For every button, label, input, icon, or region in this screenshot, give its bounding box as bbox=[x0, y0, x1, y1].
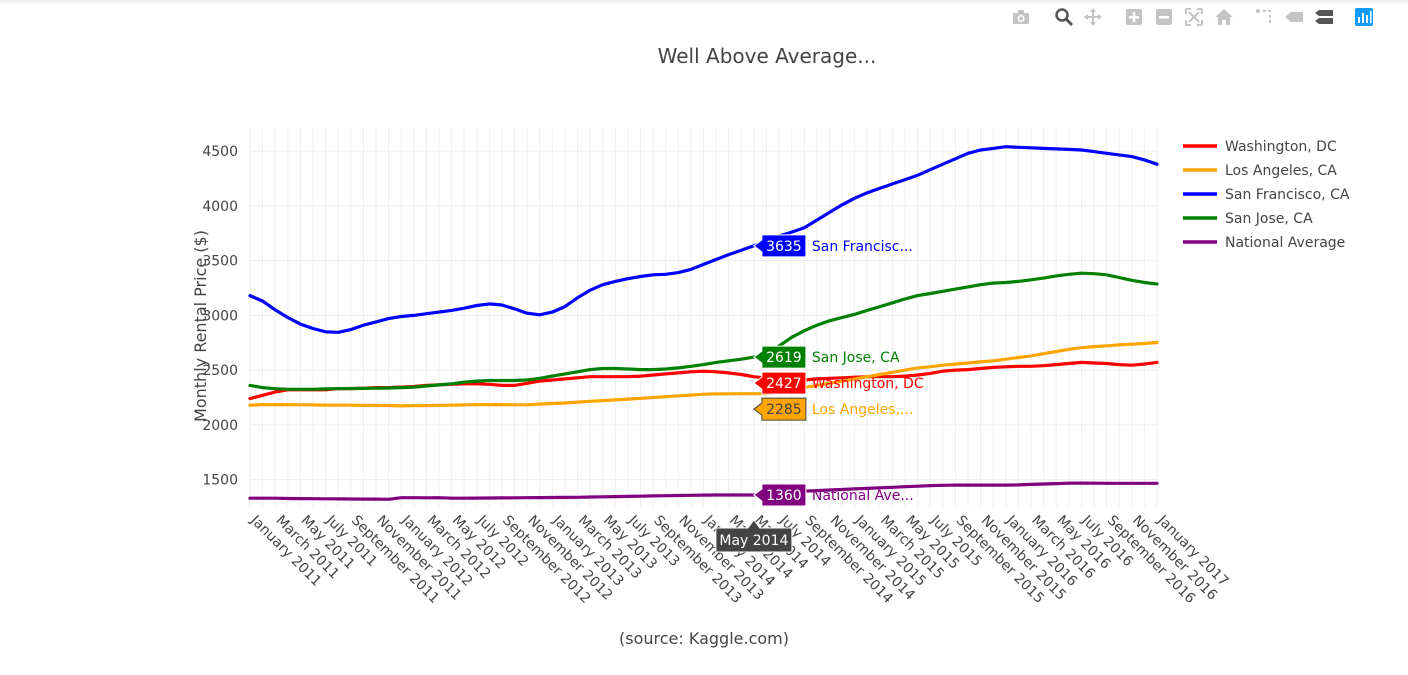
hover-closest-icon[interactable] bbox=[1283, 6, 1305, 28]
series-line[interactable] bbox=[248, 145, 1159, 334]
y-tick-label: 4500 bbox=[202, 144, 238, 160]
hover-label: 3635 San Francisc... bbox=[753, 234, 913, 258]
legend-label: Washington, DC bbox=[1225, 139, 1337, 155]
camera-icon[interactable] bbox=[1010, 6, 1032, 28]
hover-label: 1360 National Ave... bbox=[753, 483, 914, 507]
y-tick-label: 3500 bbox=[202, 254, 238, 270]
legend-label: Los Angeles, CA bbox=[1225, 163, 1337, 179]
chart-grid bbox=[249, 127, 1158, 507]
hover-label: 2619 San Jose, CA bbox=[753, 345, 900, 369]
legend-label: National Average bbox=[1225, 235, 1345, 251]
hover-x-value: May 2014 bbox=[719, 533, 788, 549]
top-shade bbox=[0, 0, 1408, 6]
hover-box bbox=[753, 345, 807, 369]
y-axis-title: Monthly Rental Price ($) bbox=[191, 230, 210, 422]
y-tick-label: 4000 bbox=[202, 199, 238, 215]
zoom-icon[interactable] bbox=[1053, 6, 1075, 28]
hover-series-name: San Jose, CA bbox=[812, 350, 900, 366]
y-tick-label: 2000 bbox=[202, 418, 238, 434]
y-tick-label: 1500 bbox=[202, 473, 238, 489]
hover-value: 1360 bbox=[766, 488, 802, 504]
reset-axes-icon[interactable] bbox=[1213, 6, 1235, 28]
legend-item[interactable]: San Francisco, CA bbox=[1183, 187, 1350, 203]
x-axis-title: (source: Kaggle.com) bbox=[619, 629, 789, 648]
hover-value: 2427 bbox=[766, 376, 802, 392]
legend-item[interactable]: Los Angeles, CA bbox=[1183, 163, 1337, 179]
hover-value: 2285 bbox=[766, 402, 802, 418]
hover-compare-icon[interactable] bbox=[1313, 6, 1335, 28]
y-axis-ticks: 1500 2000 2500 3000 3500 4000 4500 bbox=[202, 144, 238, 489]
series-line[interactable] bbox=[248, 340, 1159, 408]
y-tick-label: 2500 bbox=[202, 363, 238, 379]
autoscale-icon[interactable] bbox=[1183, 6, 1205, 28]
hover-box bbox=[753, 371, 807, 395]
spike-lines-icon[interactable] bbox=[1253, 6, 1275, 28]
hover-series-name: National Ave... bbox=[812, 488, 914, 504]
legend[interactable]: Washington, DC Los Angeles, CA San Francis… bbox=[1183, 139, 1350, 251]
plotly-logo-icon[interactable] bbox=[1353, 6, 1375, 28]
hover-box bbox=[753, 234, 807, 258]
chart-title: Well Above Average... bbox=[658, 44, 877, 68]
legend-item[interactable]: National Average bbox=[1183, 235, 1345, 251]
hover-x-label: May 2014 bbox=[715, 519, 793, 553]
hover-x-box bbox=[715, 519, 793, 553]
hover-value: 2619 bbox=[766, 350, 802, 366]
y-tick-label: 3000 bbox=[202, 308, 238, 324]
zoom-in-icon[interactable] bbox=[1123, 6, 1145, 28]
series-line[interactable] bbox=[248, 481, 1159, 501]
legend-item[interactable]: Washington, DC bbox=[1183, 139, 1337, 155]
zoom-out-icon[interactable] bbox=[1153, 6, 1175, 28]
series-lines bbox=[248, 145, 1159, 501]
hover-label: 2285 Los Angeles,... bbox=[753, 397, 913, 421]
pan-icon[interactable] bbox=[1082, 6, 1104, 28]
hover-label: 2427 Washington, DC bbox=[753, 371, 924, 395]
legend-label: San Francisco, CA bbox=[1225, 187, 1350, 203]
hover-value: 3635 bbox=[766, 239, 802, 255]
hover-box bbox=[753, 483, 807, 507]
hover-tooltips: 3635 San Francisc... 2619 San Jose, CA 2427 W… bbox=[715, 234, 924, 553]
hover-series-name: Washington, DC bbox=[812, 376, 924, 392]
hover-series-name: Los Angeles,... bbox=[812, 402, 913, 418]
hover-series-name: San Francisc... bbox=[812, 239, 913, 255]
legend-item[interactable]: San Jose, CA bbox=[1183, 211, 1313, 227]
series-line[interactable] bbox=[248, 271, 1159, 391]
legend-label: San Jose, CA bbox=[1225, 211, 1313, 227]
hover-box bbox=[753, 397, 807, 421]
